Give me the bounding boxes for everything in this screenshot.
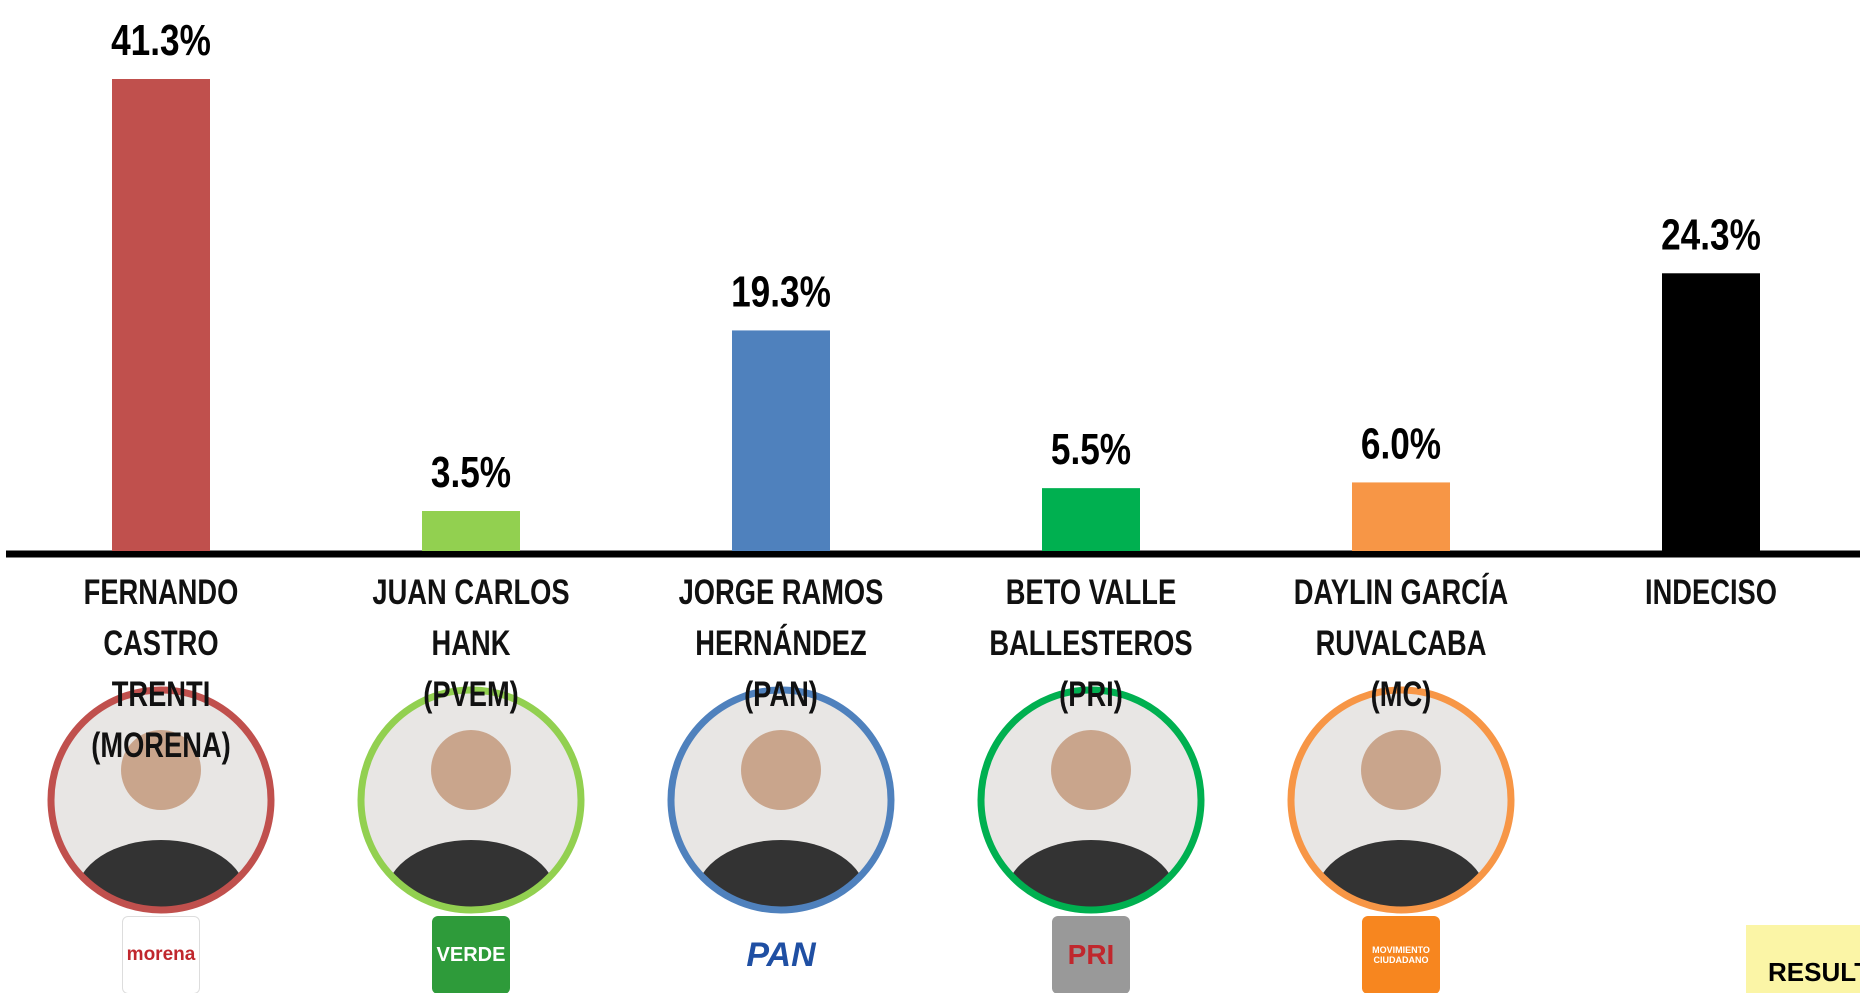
- bar: [732, 330, 830, 551]
- value-label: 6.0%: [1361, 420, 1441, 469]
- head: [121, 730, 201, 810]
- candidate-photo: [667, 686, 895, 914]
- bar: [1042, 488, 1140, 551]
- candidate-photo: [357, 686, 585, 914]
- photo-ring: [667, 686, 895, 914]
- party-logo: MOVIMIENTO CIUDADANO: [1362, 916, 1440, 993]
- photo-ring: [357, 686, 585, 914]
- shoulders: [696, 840, 866, 910]
- party-logo: VERDE: [432, 916, 510, 993]
- shoulders: [1316, 840, 1486, 910]
- bar: [1662, 273, 1760, 551]
- corner-tag: RESULTAD: [1746, 925, 1860, 993]
- head: [1361, 730, 1441, 810]
- category-label: INDECISO: [1645, 573, 1777, 612]
- category-label: BETO VALLE BALLESTEROS (PRI): [989, 573, 1193, 714]
- value-label: 24.3%: [1661, 211, 1761, 260]
- candidate-photo: [977, 686, 1205, 914]
- party-logo: morena: [122, 916, 200, 993]
- value-label: 41.3%: [111, 16, 211, 65]
- shoulders: [1006, 840, 1176, 910]
- shoulders: [76, 840, 246, 910]
- category-label: JUAN CARLOS HANK (PVEM): [372, 573, 570, 714]
- shoulders: [386, 840, 556, 910]
- value-label: 19.3%: [731, 268, 831, 317]
- value-label: 3.5%: [431, 448, 511, 497]
- party-logo: PRI: [1052, 916, 1130, 993]
- party-logo: PAN: [742, 916, 820, 993]
- candidate-photo: [47, 686, 275, 914]
- photo-ring: [47, 686, 275, 914]
- value-label: 5.5%: [1051, 425, 1131, 474]
- head: [431, 730, 511, 810]
- bar: [1352, 482, 1450, 551]
- category-label: DAYLIN GARCÍA RUVALCABA (MC): [1293, 573, 1509, 714]
- photo-ring: [977, 686, 1205, 914]
- head: [1051, 730, 1131, 810]
- category-label: FERNANDO CASTRO TRENTI (MORENA): [83, 573, 239, 765]
- head: [741, 730, 821, 810]
- category-label: JORGE RAMOS HERNÁNDEZ (PAN): [678, 573, 884, 714]
- bar: [112, 79, 210, 551]
- photo-ring: [1287, 686, 1515, 914]
- candidate-photo: [1287, 686, 1515, 914]
- bar: [422, 511, 520, 551]
